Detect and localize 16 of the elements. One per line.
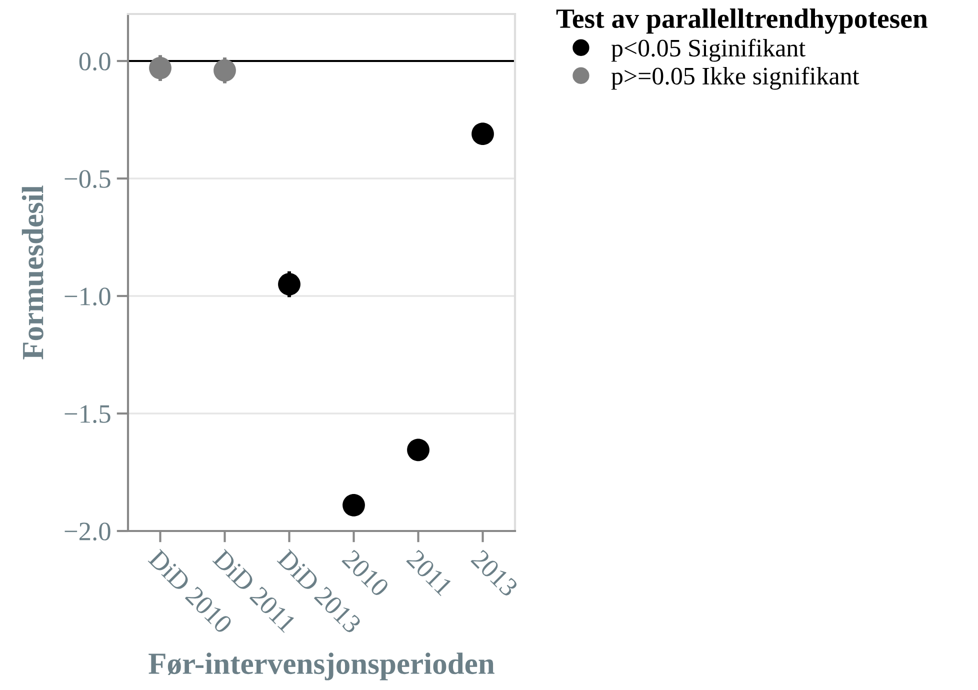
point — [342, 494, 365, 516]
legend-label: p>=0.05 Ikke signifikant — [611, 66, 860, 90]
point — [472, 122, 494, 146]
y-tick-label: −0.5 — [64, 170, 110, 188]
point — [149, 56, 172, 80]
point — [214, 59, 236, 82]
legend-title: Test av parallelltrendhypotesen — [556, 8, 928, 34]
y-tick-label: 0.0 — [79, 52, 110, 71]
x-axis-title: Før-intervensjonsperioden — [148, 652, 494, 680]
y-tick-label: −2.0 — [64, 522, 110, 541]
y-tick-label: −1.0 — [64, 288, 110, 306]
point — [407, 438, 430, 462]
y-axis-title: Formuesdesil — [22, 186, 44, 360]
legend-label: p<0.05 Siginifikant — [611, 38, 806, 62]
point — [278, 273, 300, 296]
y-tick-label: −1.5 — [64, 405, 110, 424]
